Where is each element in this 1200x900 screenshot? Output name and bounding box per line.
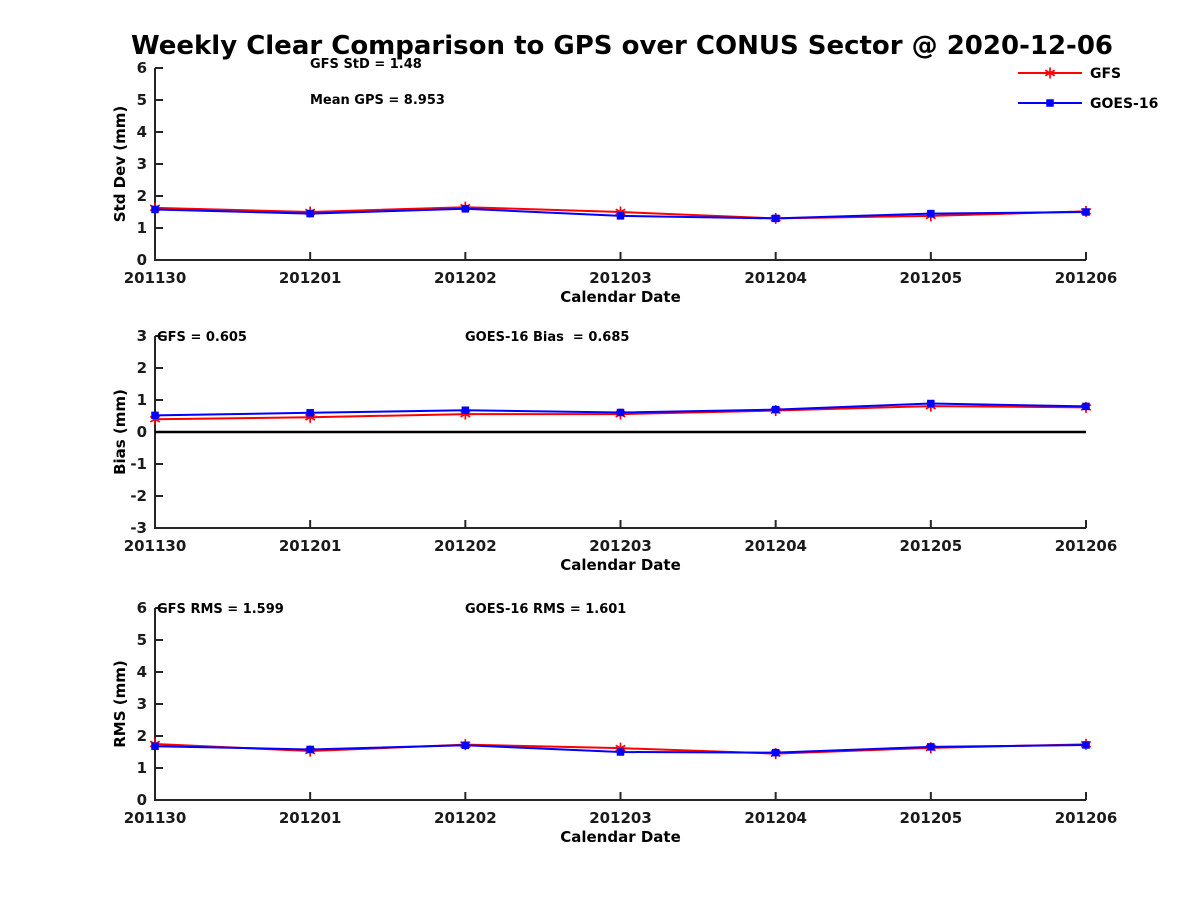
y-tick-label: 3	[137, 695, 147, 713]
square-marker	[306, 209, 314, 218]
y-tick-label: 1	[137, 391, 147, 409]
page-title: Weekly Clear Comparison to GPS over CONU…	[131, 31, 1113, 61]
y-tick-label: -2	[130, 487, 147, 505]
annotation-text: GFS RMS = 1.599	[157, 602, 284, 617]
y-axis-label: Std Dev (mm)	[111, 106, 129, 223]
x-tick-label: 201201	[279, 537, 342, 555]
square-marker	[461, 406, 470, 414]
x-tick-label: 201203	[589, 269, 652, 287]
x-tick-label: 201206	[1055, 269, 1118, 287]
y-tick-label: 0	[137, 251, 147, 269]
x-tick-label: 201205	[900, 537, 963, 555]
square-marker	[927, 743, 935, 751]
square-marker	[151, 742, 159, 750]
subplot-std-dev: 0 1 2 3 4 5 6 201130 201201 201202 201203 201204 201…	[111, 57, 1117, 306]
square-marker	[616, 408, 625, 417]
x-tick-label: 201205	[900, 809, 963, 827]
y-tick-label: 6	[137, 599, 147, 617]
square-marker	[1082, 741, 1090, 749]
axis-spines	[154, 68, 1086, 261]
x-tick-label: 201203	[589, 537, 652, 555]
square-marker	[151, 205, 159, 214]
y-tick-label: 6	[137, 59, 147, 77]
x-tick-label: 201202	[434, 537, 497, 555]
x-tick-label: 201204	[744, 537, 807, 555]
annotation-text: GOES-16 RMS = 1.601	[465, 602, 626, 617]
square-marker	[461, 205, 470, 213]
square-marker	[1082, 208, 1090, 216]
square-marker	[306, 745, 314, 754]
legend-entry: GFS	[1018, 66, 1121, 82]
y-tick-label: 2	[137, 359, 147, 377]
x-tick-label: 201130	[124, 537, 187, 555]
y-tick-label: 0	[137, 791, 147, 809]
x-tick-label: 201201	[279, 809, 342, 827]
y-tick-label: 4	[137, 663, 147, 681]
legend-label: GOES-16	[1090, 96, 1158, 112]
square-marker	[771, 214, 780, 223]
y-tick-label: 3	[137, 155, 147, 173]
x-axis-label: Calendar Date	[560, 828, 681, 846]
annotation-text: Mean GPS = 8.953	[310, 93, 445, 108]
annotation-text: GOES-16 Bias = 0.685	[465, 330, 629, 345]
asterisk-marker	[1044, 67, 1056, 79]
x-axis-label: Calendar Date	[560, 288, 681, 306]
x-tick-label: 201203	[589, 809, 652, 827]
axis-spines	[154, 608, 1086, 801]
x-axis-label: Calendar Date	[560, 556, 681, 574]
y-tick-label: 2	[137, 727, 147, 745]
y-tick-label: -3	[130, 519, 147, 537]
y-tick-label: 1	[137, 759, 147, 777]
legend-label: GFS	[1090, 66, 1121, 82]
x-tick-label: 201201	[279, 269, 342, 287]
y-tick-label: 3	[137, 327, 147, 345]
square-marker	[1046, 99, 1054, 107]
annotation-text: GFS = 0.605	[157, 330, 247, 345]
y-axis-label: Bias (mm)	[111, 389, 129, 475]
square-marker	[151, 411, 159, 420]
square-marker	[306, 409, 314, 417]
annotation-text: GFS StD = 1.48	[310, 57, 422, 72]
square-marker	[616, 748, 625, 756]
x-tick-label: 201130	[124, 269, 187, 287]
square-marker	[616, 212, 625, 220]
subplot-bias: -3 -2 -1 0 1 2 3 201130 201201 201202 201203 201204…	[111, 327, 1117, 574]
x-tick-label: 201202	[434, 269, 497, 287]
marker-stroke	[1044, 69, 1056, 77]
y-tick-label: 4	[137, 123, 147, 141]
square-marker	[461, 741, 470, 750]
legend-entry: GOES-16	[1018, 96, 1158, 112]
square-marker	[771, 405, 780, 414]
square-marker	[927, 399, 935, 408]
x-tick-label: 201130	[124, 809, 187, 827]
x-tick-label: 201206	[1055, 537, 1118, 555]
x-tick-label: 201202	[434, 809, 497, 827]
x-tick-label: 201204	[744, 809, 807, 827]
subplot-rms: 0 1 2 3 4 5 6 201130 201201 201202 201203 201204 201…	[111, 599, 1117, 846]
square-marker	[1082, 402, 1090, 411]
y-axis-label: RMS (mm)	[111, 660, 129, 747]
y-tick-label: 5	[137, 91, 147, 109]
y-tick-label: 0	[137, 423, 147, 441]
y-tick-label: -1	[130, 455, 147, 473]
legend: GFS GOES-16	[1018, 66, 1158, 112]
x-tick-label: 201205	[900, 269, 963, 287]
x-tick-label: 201206	[1055, 809, 1118, 827]
y-tick-label: 1	[137, 219, 147, 237]
y-tick-label: 5	[137, 631, 147, 649]
square-marker	[771, 748, 780, 757]
y-tick-label: 2	[137, 187, 147, 205]
x-tick-label: 201204	[744, 269, 807, 287]
square-marker	[927, 209, 935, 218]
